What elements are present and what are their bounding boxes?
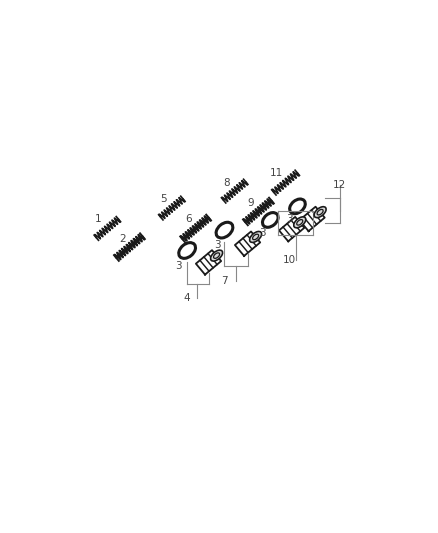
Text: 8: 8 <box>223 177 230 188</box>
Text: 5: 5 <box>160 194 167 204</box>
Ellipse shape <box>250 231 261 243</box>
Ellipse shape <box>314 207 326 217</box>
Text: 2: 2 <box>119 233 126 244</box>
Text: 3: 3 <box>260 228 266 238</box>
Text: 12: 12 <box>333 180 346 190</box>
Text: 11: 11 <box>269 168 283 179</box>
Text: 9: 9 <box>247 198 254 208</box>
Text: 10: 10 <box>283 255 296 265</box>
Text: 7: 7 <box>221 276 228 286</box>
Ellipse shape <box>294 217 306 228</box>
Text: 6: 6 <box>186 214 192 224</box>
Text: 3: 3 <box>214 240 221 251</box>
Text: 4: 4 <box>183 293 190 303</box>
Text: 3: 3 <box>175 261 182 271</box>
Text: 1: 1 <box>95 214 102 224</box>
Text: 3: 3 <box>286 214 293 224</box>
Ellipse shape <box>211 250 223 261</box>
